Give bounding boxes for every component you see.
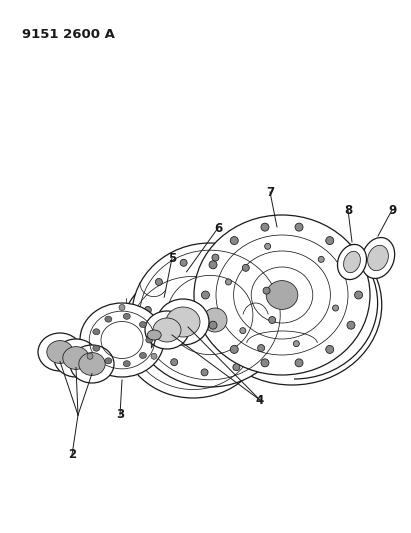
Ellipse shape	[326, 345, 334, 353]
Ellipse shape	[367, 245, 388, 271]
Ellipse shape	[295, 223, 303, 231]
Ellipse shape	[355, 291, 363, 299]
Ellipse shape	[121, 268, 265, 398]
Ellipse shape	[105, 358, 112, 364]
Ellipse shape	[201, 369, 208, 376]
Ellipse shape	[203, 308, 227, 332]
Ellipse shape	[123, 313, 130, 319]
Ellipse shape	[79, 353, 105, 375]
Ellipse shape	[151, 353, 157, 359]
Ellipse shape	[337, 245, 367, 280]
Ellipse shape	[261, 359, 269, 367]
Ellipse shape	[209, 321, 217, 329]
Ellipse shape	[347, 321, 355, 329]
Ellipse shape	[318, 256, 324, 262]
Text: 7: 7	[266, 185, 274, 198]
Ellipse shape	[87, 353, 93, 359]
Ellipse shape	[80, 303, 164, 377]
Ellipse shape	[146, 337, 153, 343]
Ellipse shape	[105, 316, 112, 322]
Ellipse shape	[269, 317, 276, 324]
Ellipse shape	[201, 291, 210, 299]
Ellipse shape	[139, 352, 146, 359]
Ellipse shape	[230, 237, 238, 245]
Ellipse shape	[171, 359, 178, 366]
Ellipse shape	[266, 280, 298, 309]
Ellipse shape	[194, 215, 370, 375]
Ellipse shape	[233, 364, 240, 371]
Text: 5: 5	[168, 252, 176, 264]
Text: 8: 8	[344, 204, 352, 216]
Ellipse shape	[157, 299, 209, 345]
Ellipse shape	[150, 336, 157, 343]
Ellipse shape	[132, 243, 288, 387]
Ellipse shape	[344, 251, 360, 273]
Ellipse shape	[242, 264, 249, 271]
Text: 6: 6	[214, 222, 222, 235]
Text: 9151 2600 A: 9151 2600 A	[22, 28, 115, 41]
Ellipse shape	[38, 333, 82, 371]
Ellipse shape	[332, 305, 339, 311]
Ellipse shape	[261, 223, 269, 231]
Ellipse shape	[209, 261, 217, 269]
Ellipse shape	[265, 244, 271, 249]
Ellipse shape	[54, 339, 98, 377]
Text: 2: 2	[68, 448, 76, 462]
Ellipse shape	[240, 328, 246, 334]
Ellipse shape	[180, 259, 187, 266]
Ellipse shape	[258, 344, 265, 352]
Ellipse shape	[230, 345, 238, 353]
Ellipse shape	[263, 287, 270, 294]
Ellipse shape	[293, 341, 299, 346]
Ellipse shape	[147, 330, 161, 340]
Ellipse shape	[155, 278, 162, 286]
Ellipse shape	[144, 306, 151, 313]
Ellipse shape	[326, 237, 334, 245]
Ellipse shape	[347, 261, 355, 269]
Ellipse shape	[139, 321, 146, 328]
Ellipse shape	[123, 361, 130, 367]
Ellipse shape	[153, 318, 181, 342]
Text: 4: 4	[256, 393, 264, 407]
Ellipse shape	[361, 238, 395, 278]
Text: 3: 3	[116, 408, 124, 422]
Ellipse shape	[145, 311, 189, 349]
Ellipse shape	[166, 307, 200, 337]
Polygon shape	[151, 322, 157, 348]
Ellipse shape	[295, 359, 303, 367]
Ellipse shape	[226, 279, 231, 285]
Ellipse shape	[212, 254, 219, 261]
Ellipse shape	[93, 329, 100, 335]
Ellipse shape	[70, 345, 114, 383]
Ellipse shape	[119, 304, 125, 310]
Ellipse shape	[63, 346, 89, 369]
Text: 9: 9	[388, 204, 396, 216]
Ellipse shape	[47, 341, 73, 364]
Ellipse shape	[93, 345, 100, 351]
